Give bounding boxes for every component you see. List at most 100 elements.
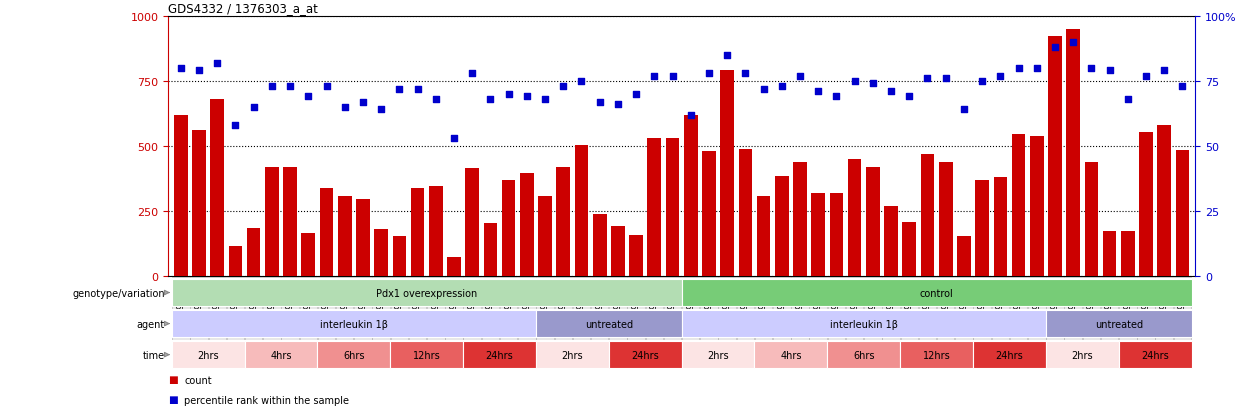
Bar xyxy=(721,71,735,277)
Bar xyxy=(229,247,243,277)
Bar xyxy=(757,196,771,277)
FancyBboxPatch shape xyxy=(1083,277,1101,355)
Bar xyxy=(244,341,317,368)
Bar xyxy=(535,310,682,337)
Bar xyxy=(174,115,188,277)
Bar xyxy=(682,279,1191,306)
FancyBboxPatch shape xyxy=(427,277,444,355)
Text: GSM998738: GSM998738 xyxy=(1051,278,1059,324)
FancyBboxPatch shape xyxy=(1101,277,1118,355)
Bar xyxy=(684,115,697,277)
FancyBboxPatch shape xyxy=(227,277,244,355)
Text: GSM998729: GSM998729 xyxy=(249,278,258,324)
FancyBboxPatch shape xyxy=(919,277,936,355)
Bar xyxy=(682,310,1046,337)
Text: GSM998747: GSM998747 xyxy=(431,278,441,324)
Text: GSM998739: GSM998739 xyxy=(1123,278,1132,324)
Bar xyxy=(172,310,535,337)
Text: GSM998769: GSM998769 xyxy=(523,278,532,324)
Text: GSM998736: GSM998736 xyxy=(905,278,914,324)
Bar xyxy=(337,196,351,277)
Bar xyxy=(356,200,370,277)
FancyBboxPatch shape xyxy=(700,277,717,355)
Bar xyxy=(1158,126,1172,277)
Text: GSM998776: GSM998776 xyxy=(377,278,386,324)
Text: 4hrs: 4hrs xyxy=(781,350,802,360)
Bar xyxy=(974,341,1046,368)
Bar xyxy=(483,223,497,277)
Bar xyxy=(502,180,515,277)
Text: GSM998762: GSM998762 xyxy=(941,278,950,324)
Text: control: control xyxy=(920,288,954,298)
Text: GSM998784: GSM998784 xyxy=(1178,278,1186,324)
Bar xyxy=(939,162,952,277)
FancyBboxPatch shape xyxy=(664,277,681,355)
Bar xyxy=(702,152,716,277)
FancyBboxPatch shape xyxy=(974,277,991,355)
Bar xyxy=(975,180,989,277)
Text: GSM998735: GSM998735 xyxy=(759,278,768,324)
Text: GSM998753: GSM998753 xyxy=(194,278,203,324)
FancyBboxPatch shape xyxy=(1155,277,1173,355)
Bar xyxy=(1012,135,1026,277)
Point xyxy=(499,91,519,98)
Bar xyxy=(1048,37,1062,277)
Bar xyxy=(538,196,552,277)
Text: ■: ■ xyxy=(168,374,178,384)
FancyBboxPatch shape xyxy=(518,277,535,355)
Bar xyxy=(247,228,260,277)
FancyBboxPatch shape xyxy=(682,277,700,355)
Bar xyxy=(317,341,390,368)
Point xyxy=(936,76,956,82)
FancyBboxPatch shape xyxy=(482,277,499,355)
Bar xyxy=(829,193,843,277)
Text: GSM998752: GSM998752 xyxy=(996,278,1005,324)
Text: 2hrs: 2hrs xyxy=(1072,350,1093,360)
Text: GSM998765: GSM998765 xyxy=(1160,278,1169,324)
FancyBboxPatch shape xyxy=(300,277,317,355)
Bar xyxy=(774,176,788,277)
Point xyxy=(808,89,828,95)
Point xyxy=(1027,65,1047,72)
Bar xyxy=(430,187,443,277)
Bar xyxy=(1119,341,1191,368)
Text: GSM998771: GSM998771 xyxy=(886,278,895,324)
FancyBboxPatch shape xyxy=(1137,277,1155,355)
Text: 6hrs: 6hrs xyxy=(853,350,874,360)
FancyBboxPatch shape xyxy=(281,277,299,355)
FancyBboxPatch shape xyxy=(446,277,463,355)
Point xyxy=(844,78,864,85)
Text: GSM998758: GSM998758 xyxy=(631,278,641,324)
FancyBboxPatch shape xyxy=(172,277,189,355)
FancyBboxPatch shape xyxy=(573,277,590,355)
Bar xyxy=(1139,132,1153,277)
Point xyxy=(681,112,701,119)
FancyBboxPatch shape xyxy=(391,277,408,355)
FancyBboxPatch shape xyxy=(828,277,845,355)
Text: GSM998757: GSM998757 xyxy=(576,278,586,324)
Point xyxy=(1099,68,1119,74)
Text: genotype/variation: genotype/variation xyxy=(72,288,166,298)
Text: GSM998772: GSM998772 xyxy=(1032,278,1041,324)
FancyBboxPatch shape xyxy=(554,277,571,355)
Bar xyxy=(900,341,974,368)
Bar xyxy=(535,341,609,368)
Point xyxy=(753,86,773,93)
Point xyxy=(517,94,537,100)
Text: GSM998730: GSM998730 xyxy=(395,278,403,324)
FancyBboxPatch shape xyxy=(809,277,827,355)
Bar xyxy=(1046,310,1191,337)
Text: GSM998779: GSM998779 xyxy=(669,278,677,324)
Text: GSM998755: GSM998755 xyxy=(340,278,350,324)
Text: GSM998780: GSM998780 xyxy=(741,278,749,324)
Text: GSM998761: GSM998761 xyxy=(868,278,878,324)
Text: GSM998743: GSM998743 xyxy=(705,278,713,324)
FancyBboxPatch shape xyxy=(609,277,626,355)
FancyBboxPatch shape xyxy=(263,277,280,355)
Text: 24hrs: 24hrs xyxy=(631,350,659,360)
Text: GSM998773: GSM998773 xyxy=(1087,278,1096,324)
Point xyxy=(390,86,410,93)
Bar xyxy=(1084,162,1098,277)
Point xyxy=(772,83,792,90)
Point xyxy=(698,71,718,77)
